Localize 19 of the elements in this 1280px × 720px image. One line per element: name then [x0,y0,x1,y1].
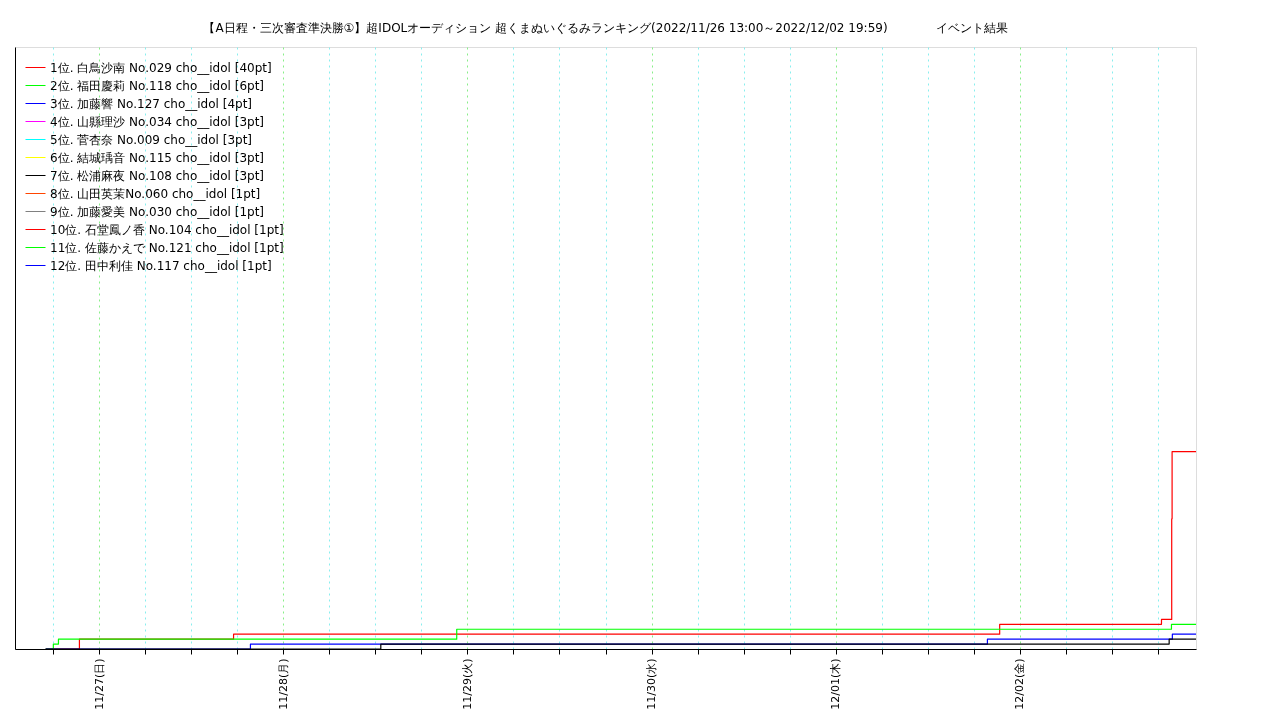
x-tick-label: 11/28(月) [276,658,290,710]
legend-label: 11位. 佐藤かえで No.121 cho__idol [1pt] [50,240,284,255]
legend-label: 12位. 田中利佳 No.117 cho__idol [1pt] [50,258,272,273]
x-tick-label: 11/29(火) [460,658,474,710]
legend-label: 5位. 菅杏奈 No.009 cho__idol [3pt] [50,132,253,147]
legend-label: 8位. 山田英茉No.060 cho__idol [1pt] [50,186,261,201]
chart-title: 【A日程・三次審査準決勝①】超IDOLオーディション 超くまぬいぐるみランキング(2022/11/26 13:00～2022/12/02 19:59) イベント結果 [203,21,1008,35]
x-tick-label: 11/27(日) [92,658,106,710]
x-tick-label: 12/01(木) [829,658,843,710]
x-tick-label: 12/02(金) [1013,658,1027,710]
legend-label: 6位. 結城瑀音 No.115 cho__idol [3pt] [50,150,265,165]
legend-label: 2位. 福田慶莉 No.118 cho__idol [6pt] [50,78,265,93]
legend-label: 3位. 加藤響 No.127 cho__idol [4pt] [50,96,253,111]
legend-label: 7位. 松浦麻夜 No.108 cho__idol [3pt] [50,168,265,183]
legend-label: 10位. 石堂鳳ノ香 No.104 cho__idol [1pt] [50,222,284,237]
legend-label: 1位. 白鳥沙南 No.029 cho__idol [40pt] [50,60,272,75]
legend-label: 4位. 山縣理沙 No.034 cho__idol [3pt] [50,114,265,129]
x-tick-label: 11/30(水) [645,658,659,710]
legend-label: 9位. 加藤愛美 No.030 cho__idol [1pt] [50,204,265,219]
